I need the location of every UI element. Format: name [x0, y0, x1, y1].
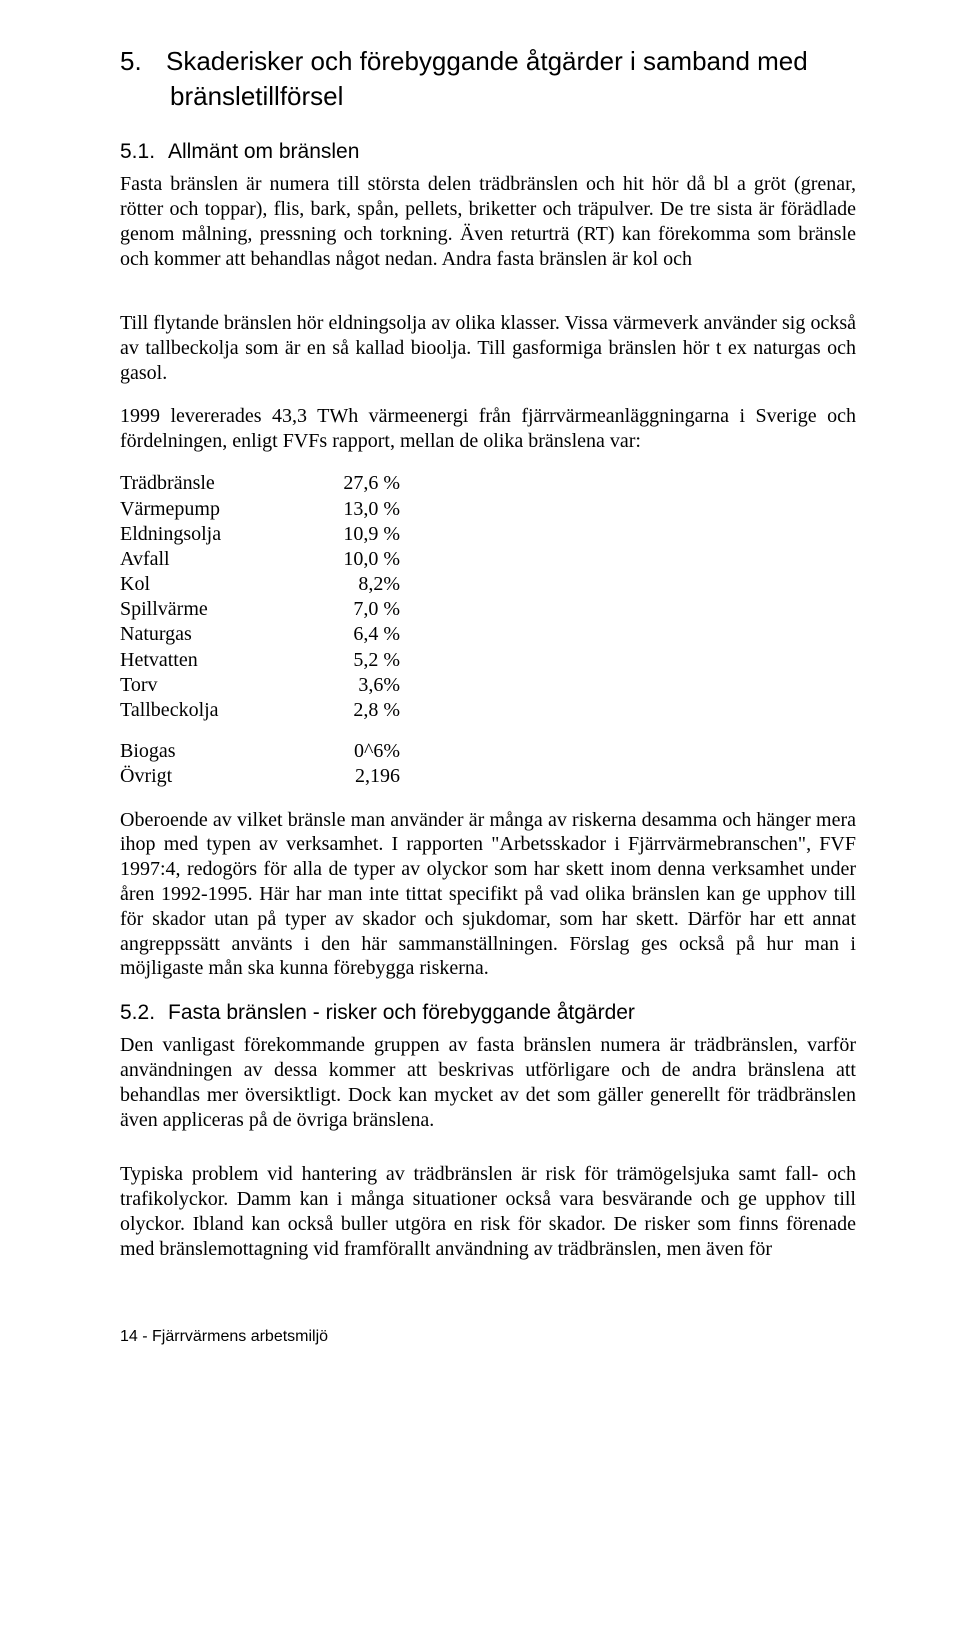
- heading-5-1: 5.1.Allmänt om bränslen: [120, 140, 856, 164]
- fuel-value: 2,196: [290, 764, 400, 789]
- fuel-value: 13,0 %: [290, 497, 400, 522]
- heading-main-number: 5.: [120, 44, 166, 79]
- fuel-value: 7,0 %: [290, 597, 400, 622]
- fuel-label: Kol: [120, 572, 290, 597]
- fuel-label: Naturgas: [120, 622, 290, 647]
- heading-main-line2: bränsletillförsel: [120, 79, 856, 114]
- section-5-1-p3: 1999 levererades 43,3 TWh värmeenergi fr…: [120, 404, 856, 454]
- table-row: Naturgas6,4 %: [120, 622, 856, 647]
- table-row: Trädbränsle27,6 %: [120, 471, 856, 496]
- table-gap: [120, 723, 856, 739]
- heading-5-1-number: 5.1.: [120, 140, 168, 164]
- fuel-label: Avfall: [120, 547, 290, 572]
- fuel-label: Torv: [120, 673, 290, 698]
- table-row: Kol8,2%: [120, 572, 856, 597]
- fuel-label: Eldningsolja: [120, 522, 290, 547]
- fuel-label: Övrigt: [120, 764, 290, 789]
- page: 5.Skaderisker och förebyggande åtgärder …: [0, 0, 960, 1651]
- table-row: Hetvatten5,2 %: [120, 648, 856, 673]
- fuel-table: Trädbränsle27,6 %Värmepump13,0 %Eldnings…: [120, 471, 856, 789]
- fuel-value: 0^6%: [290, 739, 400, 764]
- fuel-value: 5,2 %: [290, 648, 400, 673]
- fuel-label: Tallbeckolja: [120, 698, 290, 723]
- heading-5-2-number: 5.2.: [120, 1001, 168, 1025]
- heading-main-line1: Skaderisker och förebyggande åtgärder i …: [166, 46, 808, 76]
- after-table-p: Oberoende av vilket bränsle man använder…: [120, 808, 856, 982]
- heading-5-2-title: Fasta bränslen - risker och förebyggande…: [168, 1001, 635, 1024]
- table-row: Övrigt2,196: [120, 764, 856, 789]
- fuel-label: Värmepump: [120, 497, 290, 522]
- section-5-2-p2: Typiska problem vid hantering av trädbrä…: [120, 1162, 856, 1261]
- table-row: Värmepump13,0 %: [120, 497, 856, 522]
- fuel-value: 2,8 %: [290, 698, 400, 723]
- table-row: Biogas0^6%: [120, 739, 856, 764]
- fuel-value: 27,6 %: [290, 471, 400, 496]
- section-5-1-p1: Fasta bränslen är numera till största de…: [120, 172, 856, 271]
- fuel-value: 10,9 %: [290, 522, 400, 547]
- table-row: Tallbeckolja2,8 %: [120, 698, 856, 723]
- table-row: Spillvärme7,0 %: [120, 597, 856, 622]
- page-footer: 14 - Fjärrvärmens arbetsmiljö: [120, 1328, 856, 1346]
- section-5-1-p2: Till flytande bränslen hör eldningsolja …: [120, 311, 856, 385]
- fuel-label: Biogas: [120, 739, 290, 764]
- fuel-label: Spillvärme: [120, 597, 290, 622]
- fuel-value: 8,2%: [290, 572, 400, 597]
- fuel-value: 3,6%: [290, 673, 400, 698]
- table-row: Torv3,6%: [120, 673, 856, 698]
- heading-5-2: 5.2.Fasta bränslen - risker och förebygg…: [120, 1001, 856, 1025]
- heading-main: 5.Skaderisker och förebyggande åtgärder …: [120, 44, 856, 114]
- section-5-2-p1: Den vanligast förekommande gruppen av fa…: [120, 1033, 856, 1132]
- table-row: Avfall10,0 %: [120, 547, 856, 572]
- fuel-value: 10,0 %: [290, 547, 400, 572]
- fuel-label: Trädbränsle: [120, 471, 290, 496]
- table-row: Eldningsolja10,9 %: [120, 522, 856, 547]
- fuel-value: 6,4 %: [290, 622, 400, 647]
- heading-5-1-title: Allmänt om bränslen: [168, 140, 359, 163]
- fuel-label: Hetvatten: [120, 648, 290, 673]
